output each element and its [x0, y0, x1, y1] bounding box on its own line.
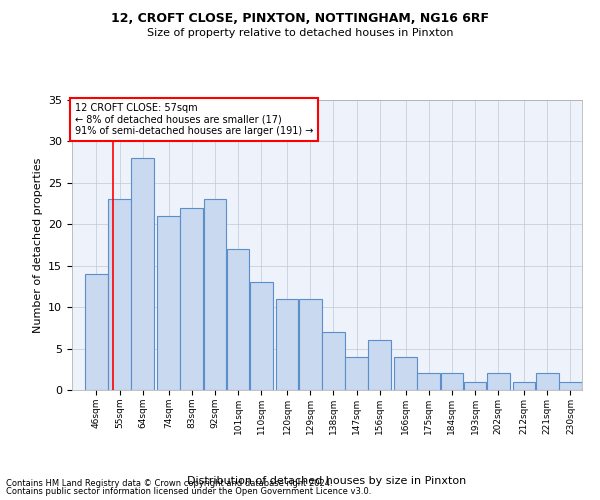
Text: Contains HM Land Registry data © Crown copyright and database right 2024.: Contains HM Land Registry data © Crown c… — [6, 478, 332, 488]
Bar — [181, 208, 203, 390]
Text: 12 CROFT CLOSE: 57sqm
← 8% of detached houses are smaller (17)
91% of semi-detac: 12 CROFT CLOSE: 57sqm ← 8% of detached h… — [74, 103, 313, 136]
Bar — [250, 282, 272, 390]
Bar — [299, 299, 322, 390]
Bar — [157, 216, 180, 390]
Bar — [322, 332, 345, 390]
Y-axis label: Number of detached properties: Number of detached properties — [32, 158, 43, 332]
X-axis label: Distribution of detached houses by size in Pinxton: Distribution of detached houses by size … — [187, 476, 467, 486]
Bar — [131, 158, 154, 390]
Bar — [487, 374, 509, 390]
Bar — [418, 374, 440, 390]
Text: Contains public sector information licensed under the Open Government Licence v3: Contains public sector information licen… — [6, 487, 371, 496]
Bar — [203, 200, 226, 390]
Bar — [108, 200, 131, 390]
Bar — [559, 382, 582, 390]
Bar — [464, 382, 487, 390]
Bar — [345, 357, 368, 390]
Text: Size of property relative to detached houses in Pinxton: Size of property relative to detached ho… — [147, 28, 453, 38]
Bar — [227, 249, 250, 390]
Bar — [276, 299, 298, 390]
Text: 12, CROFT CLOSE, PINXTON, NOTTINGHAM, NG16 6RF: 12, CROFT CLOSE, PINXTON, NOTTINGHAM, NG… — [111, 12, 489, 26]
Bar — [440, 374, 463, 390]
Bar — [368, 340, 391, 390]
Bar — [394, 357, 417, 390]
Bar — [536, 374, 559, 390]
Bar — [85, 274, 108, 390]
Bar — [512, 382, 535, 390]
